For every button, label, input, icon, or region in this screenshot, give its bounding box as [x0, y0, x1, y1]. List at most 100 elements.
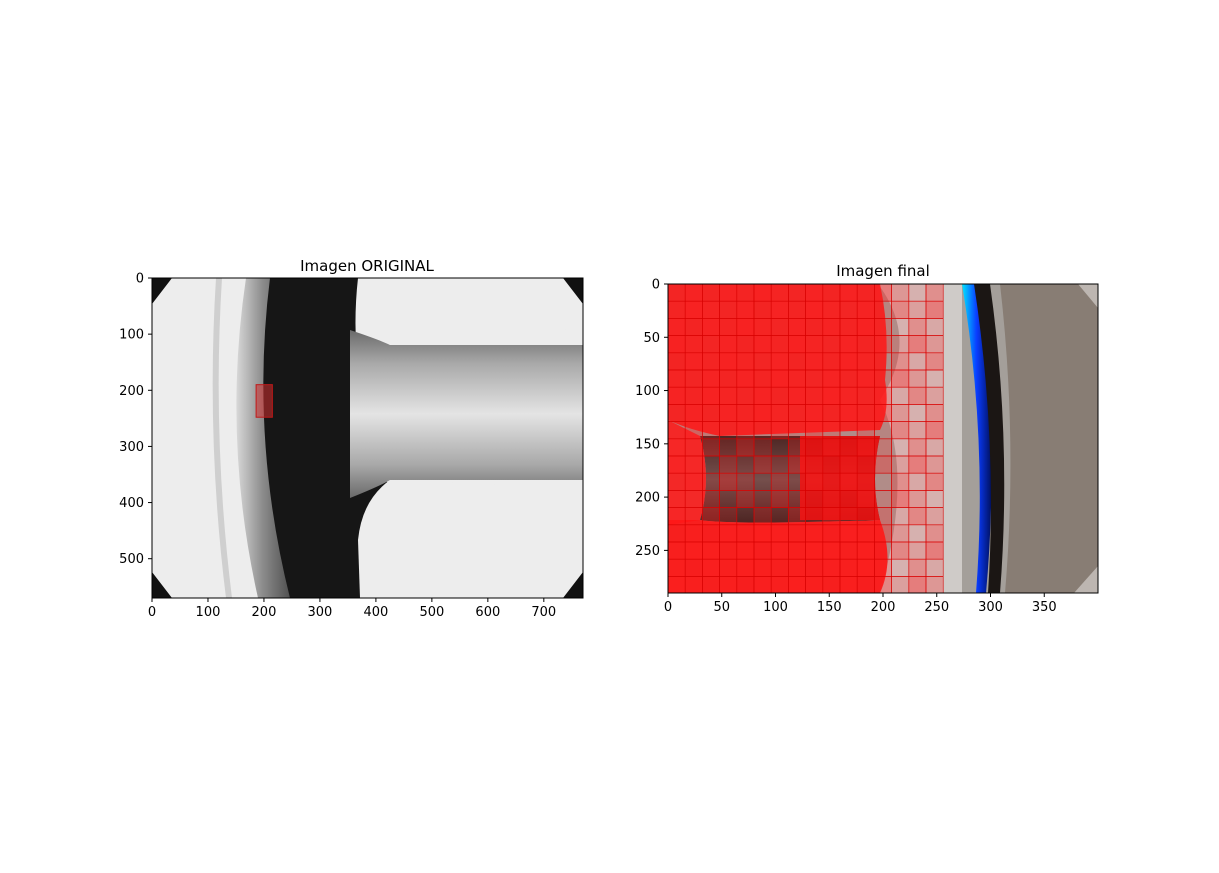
overlay-tile	[788, 558, 806, 577]
overlay-tile	[925, 576, 944, 593]
overlay-tile	[874, 352, 892, 371]
overlay-tile	[908, 404, 927, 422]
overlay-tile	[839, 507, 858, 526]
overlay-tile	[788, 352, 806, 371]
overlay-tile	[925, 318, 944, 336]
overlay-tile	[891, 300, 910, 319]
overlay-tile	[908, 438, 927, 457]
overlay-tile	[719, 558, 738, 577]
overlay-tile	[736, 576, 755, 593]
overlay-tile	[702, 455, 720, 474]
overlay-tile	[908, 541, 927, 560]
overlay-tile	[788, 335, 806, 354]
x-tick-label: 700	[531, 605, 556, 620]
overlay-tile	[736, 490, 755, 508]
overlay-tile	[719, 455, 738, 474]
overlay-tile	[736, 558, 755, 577]
overlay-tile	[856, 421, 875, 440]
overlay-tile	[770, 576, 789, 593]
overlay-tile	[805, 490, 824, 508]
overlay-tile	[891, 576, 910, 593]
overlay-tile	[753, 335, 772, 354]
overlay-tile	[702, 558, 720, 577]
overlay-tile	[719, 576, 738, 593]
overlay-tile	[684, 576, 703, 593]
overlay-tile	[891, 490, 910, 508]
overlay-tile	[719, 404, 738, 422]
overlay-tile	[719, 438, 738, 457]
overlay-tile	[856, 386, 875, 405]
overlay-tile	[839, 284, 858, 302]
overlay-tile	[839, 421, 858, 440]
overlay-tile	[702, 352, 720, 371]
overlay-tile	[770, 472, 789, 491]
overlay-tile	[891, 541, 910, 560]
overlay-tile	[822, 576, 841, 593]
overlay-tile	[839, 490, 858, 508]
overlay-tile	[856, 335, 875, 354]
overlay-tile	[788, 490, 806, 508]
overlay-tile	[702, 318, 720, 336]
overlay-tile	[925, 421, 944, 440]
overlay-tile	[753, 404, 772, 422]
overlay-tile	[822, 490, 841, 508]
overlay-tile	[668, 300, 686, 319]
overlay-tile	[856, 300, 875, 319]
overlay-tile	[891, 284, 910, 302]
overlay-tile	[668, 472, 686, 491]
overlay-tile	[736, 541, 755, 560]
overlay-tile	[702, 386, 720, 405]
overlay-tile	[770, 284, 789, 302]
y-tick-label: 300	[119, 440, 144, 455]
overlay-tile	[925, 541, 944, 560]
overlay-tile	[874, 472, 892, 491]
overlay-tile	[753, 490, 772, 508]
overlay-tile	[908, 352, 927, 371]
overlay-tile	[925, 369, 944, 388]
panel-original: 0 100 200 300 400 500 600 700 0 100 200 300 400 500 I…	[119, 257, 584, 620]
overlay-tile	[753, 455, 772, 474]
overlay-tile	[891, 421, 910, 440]
overlay-tile	[805, 335, 824, 354]
overlay-tile	[839, 300, 858, 319]
overlay-tile	[805, 421, 824, 440]
overlay-tile	[736, 284, 755, 302]
overlay-tile	[874, 438, 892, 457]
overlay-tile	[770, 421, 789, 440]
y-tick-label: 150	[635, 437, 660, 452]
overlay-tile	[805, 472, 824, 491]
overlay-tile	[770, 455, 789, 474]
overlay-tile	[684, 369, 703, 388]
x-tick-label: 300	[308, 605, 333, 620]
overlay-tile	[753, 541, 772, 560]
overlay-tile	[770, 558, 789, 577]
overlay-tile	[874, 490, 892, 508]
overlay-tile	[908, 386, 927, 405]
overlay-tile	[684, 438, 703, 457]
x-tick-label: 250	[924, 600, 949, 615]
y-tick-label: 100	[119, 328, 144, 343]
overlay-tile	[770, 490, 789, 508]
y-tick-label: 250	[635, 544, 660, 559]
overlay-tile	[684, 300, 703, 319]
overlay-tile	[719, 369, 738, 388]
overlay-tile	[822, 455, 841, 474]
overlay-tile	[805, 352, 824, 371]
overlay-tile	[736, 335, 755, 354]
y-tick-label: 400	[119, 496, 144, 511]
overlay-tile	[684, 541, 703, 560]
overlay-tile	[805, 404, 824, 422]
overlay-tile	[788, 300, 806, 319]
overlay-tile	[770, 300, 789, 319]
overlay-tile	[874, 300, 892, 319]
overlay-tile	[770, 524, 789, 543]
chart-title-final: Imagen final	[836, 262, 930, 280]
overlay-tile	[908, 318, 927, 336]
overlay-tile	[753, 352, 772, 371]
x-tick-label: 600	[475, 605, 500, 620]
overlay-tile	[719, 421, 738, 440]
overlay-tile	[856, 369, 875, 388]
overlay-tile	[736, 369, 755, 388]
overlay-tile	[822, 284, 841, 302]
